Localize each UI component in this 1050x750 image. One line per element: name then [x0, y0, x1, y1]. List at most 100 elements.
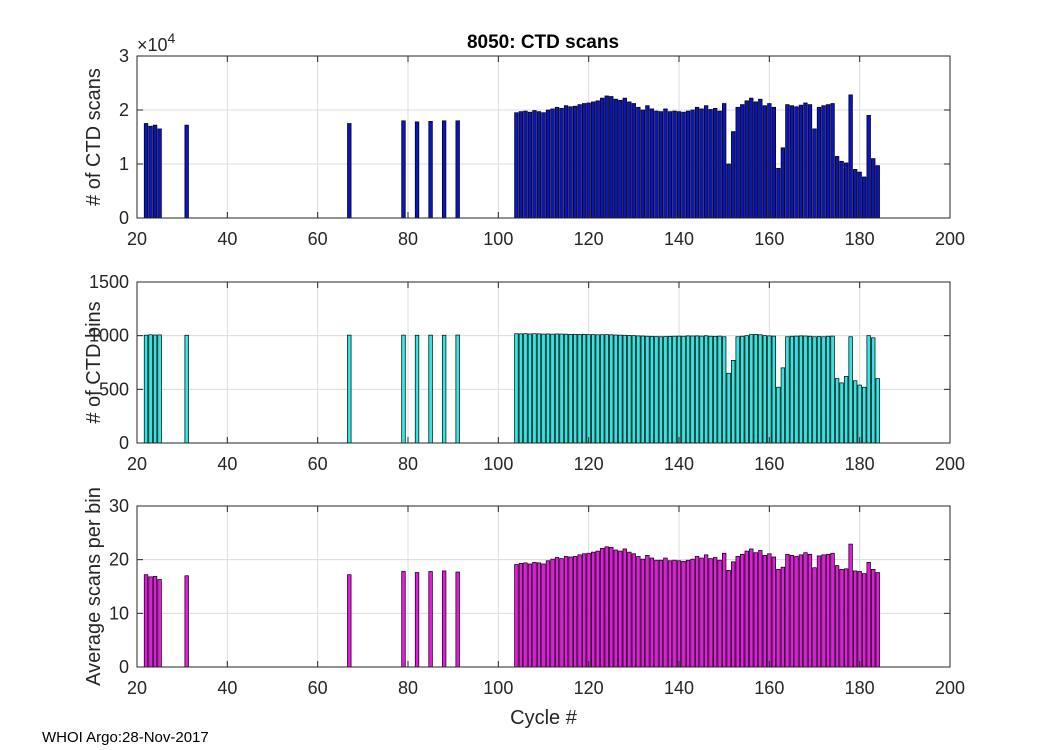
bar: [541, 333, 546, 444]
bar: [148, 334, 153, 444]
bar: [694, 556, 700, 668]
axes-frame: [136, 281, 951, 444]
bar: [572, 556, 578, 668]
bar: [798, 554, 804, 668]
bar: [771, 106, 777, 219]
bar: [681, 335, 686, 444]
bar: [586, 334, 591, 444]
bar: [649, 108, 655, 219]
bar: [735, 106, 740, 219]
bar: [627, 335, 632, 444]
bar: [631, 335, 636, 444]
bar: [581, 553, 587, 668]
bar: [866, 115, 871, 219]
bar: [527, 333, 533, 444]
bar: [712, 557, 718, 668]
x-tick-label: 160: [754, 678, 784, 698]
bar: [676, 111, 682, 219]
bar: [636, 556, 641, 668]
y-tick-label: 30: [109, 496, 129, 516]
bar: [654, 559, 659, 668]
bar: [563, 105, 569, 219]
bar: [600, 97, 605, 219]
bar: [712, 335, 718, 444]
bar: [148, 125, 153, 219]
bar: [821, 554, 826, 668]
bar: [622, 334, 627, 444]
bar: [591, 334, 596, 444]
bar: [347, 334, 352, 444]
bar: [618, 334, 623, 444]
bar: [595, 550, 600, 668]
bar: [789, 555, 795, 668]
bar: [563, 333, 569, 444]
bar: [875, 165, 880, 219]
bar: [428, 571, 433, 668]
bar: [591, 101, 596, 219]
bar: [609, 546, 614, 668]
x-tick-label: 120: [574, 454, 604, 474]
bar: [518, 111, 524, 219]
bar: [414, 572, 420, 668]
bar: [807, 104, 813, 219]
bar: [816, 555, 822, 668]
x-tick-label: 180: [845, 678, 875, 698]
bar: [609, 96, 614, 219]
bar: [843, 376, 849, 444]
bar: [789, 335, 795, 444]
x-tick-label: 40: [217, 678, 237, 698]
y-tick-label: 2: [119, 100, 129, 120]
bar: [148, 576, 153, 668]
footer-stamp: WHOI Argo:28-Nov-2017: [42, 729, 209, 746]
bar: [631, 553, 636, 668]
x-tick-label: 160: [754, 454, 784, 474]
bar: [794, 106, 799, 219]
bar: [816, 106, 822, 219]
x-tick-label: 200: [935, 229, 965, 249]
bar: [532, 333, 537, 444]
bar: [636, 335, 641, 444]
bar: [681, 111, 686, 219]
bar: [523, 110, 528, 219]
bar: [785, 336, 790, 444]
bar: [749, 334, 754, 444]
bar: [825, 104, 831, 219]
bar: [862, 386, 867, 444]
bar: [572, 333, 578, 444]
bar: [676, 560, 682, 668]
bar: [577, 554, 582, 668]
bar: [825, 553, 831, 668]
bar: [762, 555, 767, 668]
bar: [595, 334, 600, 444]
bar: [667, 111, 673, 219]
bar: [640, 558, 646, 668]
x-tick-label: 180: [845, 229, 875, 249]
x-tick-label: 200: [935, 454, 965, 474]
bar: [550, 333, 555, 444]
bar: [839, 568, 844, 668]
bar: [518, 333, 524, 444]
bar: [414, 334, 420, 444]
bar: [875, 572, 880, 668]
bar: [834, 156, 840, 219]
bar: [780, 566, 786, 668]
bar: [541, 112, 546, 219]
bar: [722, 336, 727, 444]
x-axis-label: Cycle #: [510, 707, 578, 729]
bar: [600, 334, 605, 444]
x-tick-label: 80: [398, 454, 418, 474]
bar: [672, 335, 677, 444]
bar: [694, 106, 700, 219]
x-tick-label: 20: [127, 678, 147, 698]
bar: [618, 99, 623, 219]
bar: [803, 552, 808, 668]
bar: [735, 336, 740, 444]
bar: [712, 108, 718, 219]
bar: [645, 335, 650, 444]
bar: [717, 559, 722, 668]
bar: [789, 105, 795, 219]
bar: [514, 112, 519, 219]
bar: [816, 336, 822, 444]
bar: [821, 336, 826, 444]
bar: [731, 360, 736, 444]
